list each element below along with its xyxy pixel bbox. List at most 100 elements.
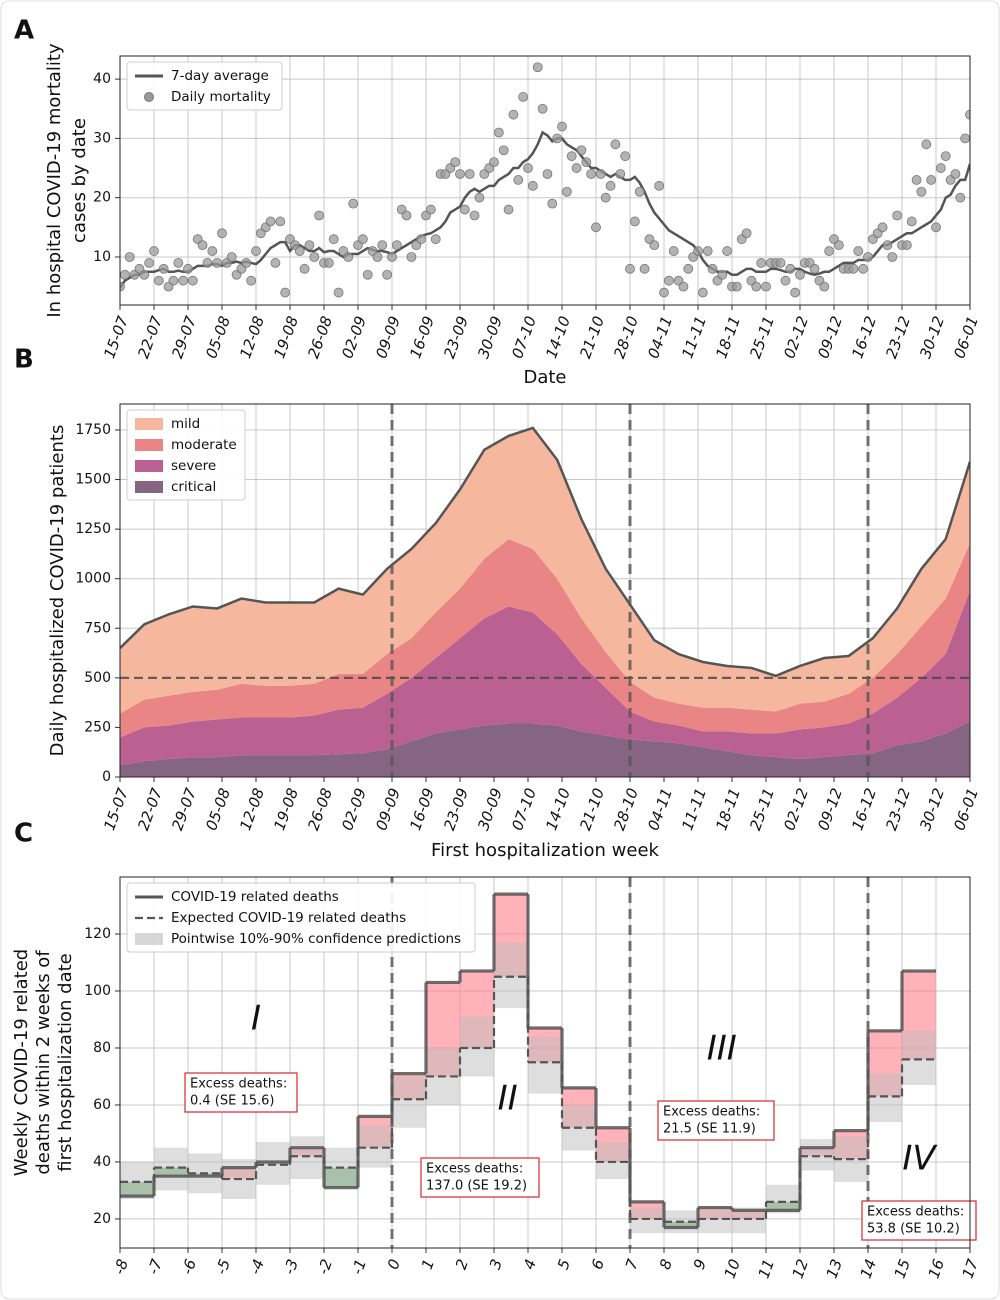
x-tick-label: -5 (212, 1257, 234, 1277)
daily-point (493, 127, 504, 138)
daily-point (299, 263, 310, 274)
daily-point (173, 258, 184, 268)
confidence-band (800, 1139, 834, 1171)
daily-point (892, 210, 903, 221)
legend-dot (144, 92, 154, 102)
legend-label: Pointwise 10%-90% confidence predictions (171, 931, 461, 947)
daily-point (270, 258, 281, 268)
daily-point (926, 175, 937, 185)
daily-point (139, 269, 150, 280)
excess-box (184, 1072, 298, 1113)
daily-point (697, 287, 708, 298)
daily-point (761, 281, 771, 292)
daily-point (950, 169, 961, 179)
panel-letter: A (14, 16, 34, 46)
daily-point (425, 204, 436, 215)
daily-point (508, 109, 519, 120)
daily-point (566, 151, 577, 162)
legend-box (126, 882, 476, 953)
daily-point (931, 222, 941, 233)
y-axis-label: Daily hospitalized COVID-19 patients (47, 425, 68, 757)
daily-point (459, 204, 470, 215)
daily-point (576, 145, 587, 156)
stack-area (120, 427, 970, 714)
daily-point (469, 210, 480, 221)
confidence-band (528, 1036, 562, 1094)
y-tick-label: 1250 (75, 521, 111, 537)
confidence-band (630, 1207, 664, 1234)
x-tick-label: -1 (348, 1257, 370, 1277)
confidence-band (902, 1030, 936, 1086)
daily-point (916, 186, 927, 197)
daily-point (542, 169, 553, 179)
daily-point (668, 246, 679, 256)
y-axis-label: deaths within 2 weeks of (33, 950, 54, 1175)
period-label: I (251, 999, 261, 1039)
excess-title: Excess deaths: (867, 1205, 964, 1220)
y-tick-label: 0 (102, 769, 111, 785)
daily-point (498, 145, 509, 156)
plot-area (120, 62, 970, 298)
x-tick-label: -3 (280, 1257, 302, 1277)
daily-point (323, 258, 334, 268)
confidence-band (766, 1184, 800, 1214)
x-tick-label: 12 (789, 1257, 812, 1281)
daily-point (702, 246, 713, 256)
excess-box (861, 1200, 977, 1241)
daily-point (309, 252, 320, 262)
daily-point (887, 252, 898, 262)
panel: B15-07 22-07 29-07 05-08 12-08 19-08 26-08 02-0… (14, 345, 982, 862)
daily-point (921, 139, 932, 150)
daily-point (595, 169, 606, 179)
x-tick-label: -7 (144, 1256, 166, 1277)
y-tick-label: 750 (84, 620, 111, 636)
daily-point (906, 216, 917, 227)
legend-label: Expected COVID-19 related deaths (171, 910, 406, 926)
x-tick-label: 15 (891, 1257, 914, 1281)
daily-point (571, 163, 582, 173)
daily-point (707, 263, 718, 274)
period-label: II (498, 1079, 518, 1119)
confidence-band (120, 1161, 154, 1199)
legend-patch (135, 481, 163, 493)
plot-frame (119, 403, 971, 778)
daily-point (877, 222, 888, 233)
daily-point (785, 263, 796, 274)
legend-label: Daily mortality (171, 89, 271, 105)
daily-point (955, 192, 966, 203)
daily-point (197, 240, 208, 251)
stack-area (120, 539, 970, 738)
confidence-band (392, 1076, 426, 1128)
x-tick-label: 16 (925, 1257, 948, 1281)
stack-area (120, 721, 970, 777)
daily-point (280, 287, 291, 298)
excess-box (420, 1157, 540, 1198)
legend-label: COVID-19 related deaths (171, 889, 339, 905)
y-tick-label: 60 (93, 1097, 111, 1113)
daily-point (620, 151, 631, 162)
daily-point (741, 228, 752, 239)
daily-point (693, 246, 703, 256)
legend-box (126, 409, 246, 501)
daily-point (513, 175, 524, 185)
daily-point (503, 204, 514, 215)
daily-point (629, 216, 640, 227)
daily-point (863, 252, 873, 262)
daily-point (124, 252, 135, 262)
legend-label: mild (171, 416, 200, 432)
daily-point (731, 281, 742, 292)
daily-point (120, 269, 130, 280)
daily-point (275, 216, 286, 227)
daily-point (314, 210, 325, 221)
daily-point (940, 151, 951, 162)
daily-point (455, 169, 465, 179)
excess-value: 137.0 (SE 19.2) (426, 1179, 527, 1194)
daily-point (639, 263, 650, 274)
daily-point (683, 263, 694, 274)
daily-point (212, 258, 223, 268)
daily-point (600, 192, 611, 203)
y-tick-label: 100 (84, 983, 111, 999)
y-axis-label: Weekly COVID-19 related (11, 949, 32, 1176)
